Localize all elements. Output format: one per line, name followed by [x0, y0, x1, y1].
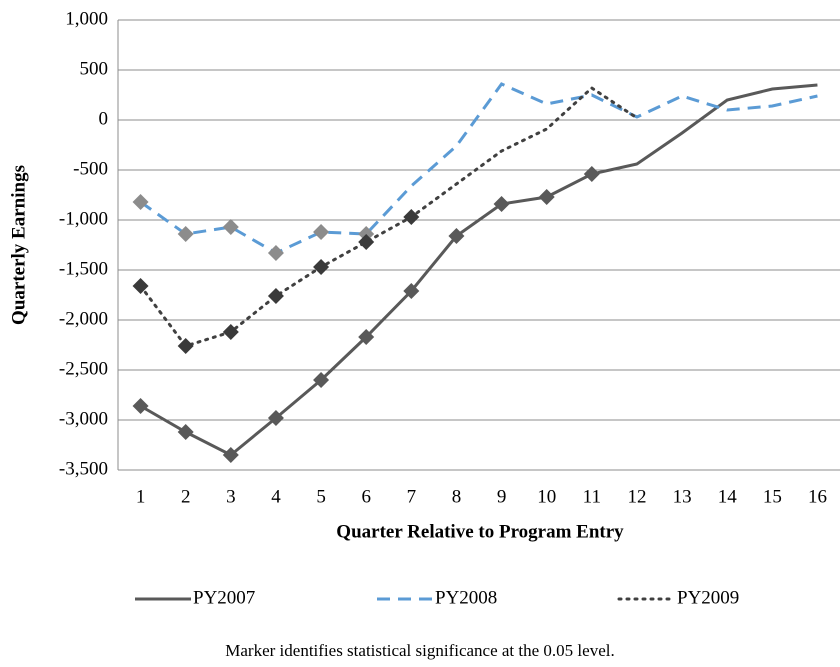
x-tick-label: 9 [497, 486, 507, 507]
x-tick-label: 11 [583, 486, 601, 507]
y-tick-label: 1,000 [65, 8, 108, 29]
marker [132, 278, 149, 294]
series-line [139, 83, 818, 457]
marker [313, 224, 330, 240]
x-tick-label: 1 [136, 486, 146, 507]
x-tick-label: 14 [718, 486, 738, 507]
legend-label: PY2009 [677, 587, 739, 608]
marker [358, 234, 375, 250]
y-tick-label: -1,000 [59, 208, 108, 229]
note: Marker identifies statistical significan… [225, 641, 614, 660]
legend-label: PY2008 [435, 587, 497, 608]
x-tick-label: 13 [673, 486, 692, 507]
series-line [139, 82, 818, 255]
marker [222, 219, 239, 235]
marker [538, 189, 555, 205]
x-axis-title: Quarter Relative to Program Entry [336, 521, 624, 542]
x-tick-label: 7 [407, 486, 417, 507]
marker [358, 329, 375, 345]
x-tick-label: 16 [808, 486, 827, 507]
marker [448, 228, 465, 244]
marker [267, 410, 284, 426]
x-tick-label: 10 [537, 486, 556, 507]
y-tick-label: -2,000 [59, 308, 108, 329]
series-line [139, 86, 639, 348]
marker [403, 209, 420, 225]
marker [177, 338, 194, 354]
x-tick-label: 6 [361, 486, 371, 507]
marker [222, 447, 239, 463]
marker [177, 226, 194, 242]
x-tick-label: 2 [181, 486, 191, 507]
legend-label: PY2007 [193, 587, 255, 608]
marker [493, 196, 510, 212]
x-tick-label: 4 [271, 486, 281, 507]
marker [313, 259, 330, 275]
marker [313, 372, 330, 388]
marker [267, 288, 284, 304]
x-tick-label: 5 [316, 486, 326, 507]
x-tick-label: 8 [452, 486, 462, 507]
x-tick-label: 3 [226, 486, 236, 507]
y-tick-label: 500 [80, 58, 109, 79]
y-tick-label: -500 [73, 158, 108, 179]
marker [132, 398, 149, 414]
y-tick-label: -1,500 [59, 258, 108, 279]
marker [132, 194, 149, 210]
marker [177, 424, 194, 440]
marker [583, 166, 600, 182]
y-axis-title: Quarterly Earnings [8, 165, 29, 325]
marker [267, 245, 284, 261]
y-tick-label: -3,500 [59, 458, 108, 479]
x-tick-label: 12 [627, 486, 646, 507]
x-tick-label: 15 [763, 486, 782, 507]
y-tick-label: -2,500 [59, 358, 108, 379]
marker [403, 283, 420, 299]
marker [222, 324, 239, 340]
y-tick-label: 0 [99, 108, 109, 129]
y-tick-label: -3,000 [59, 408, 108, 429]
